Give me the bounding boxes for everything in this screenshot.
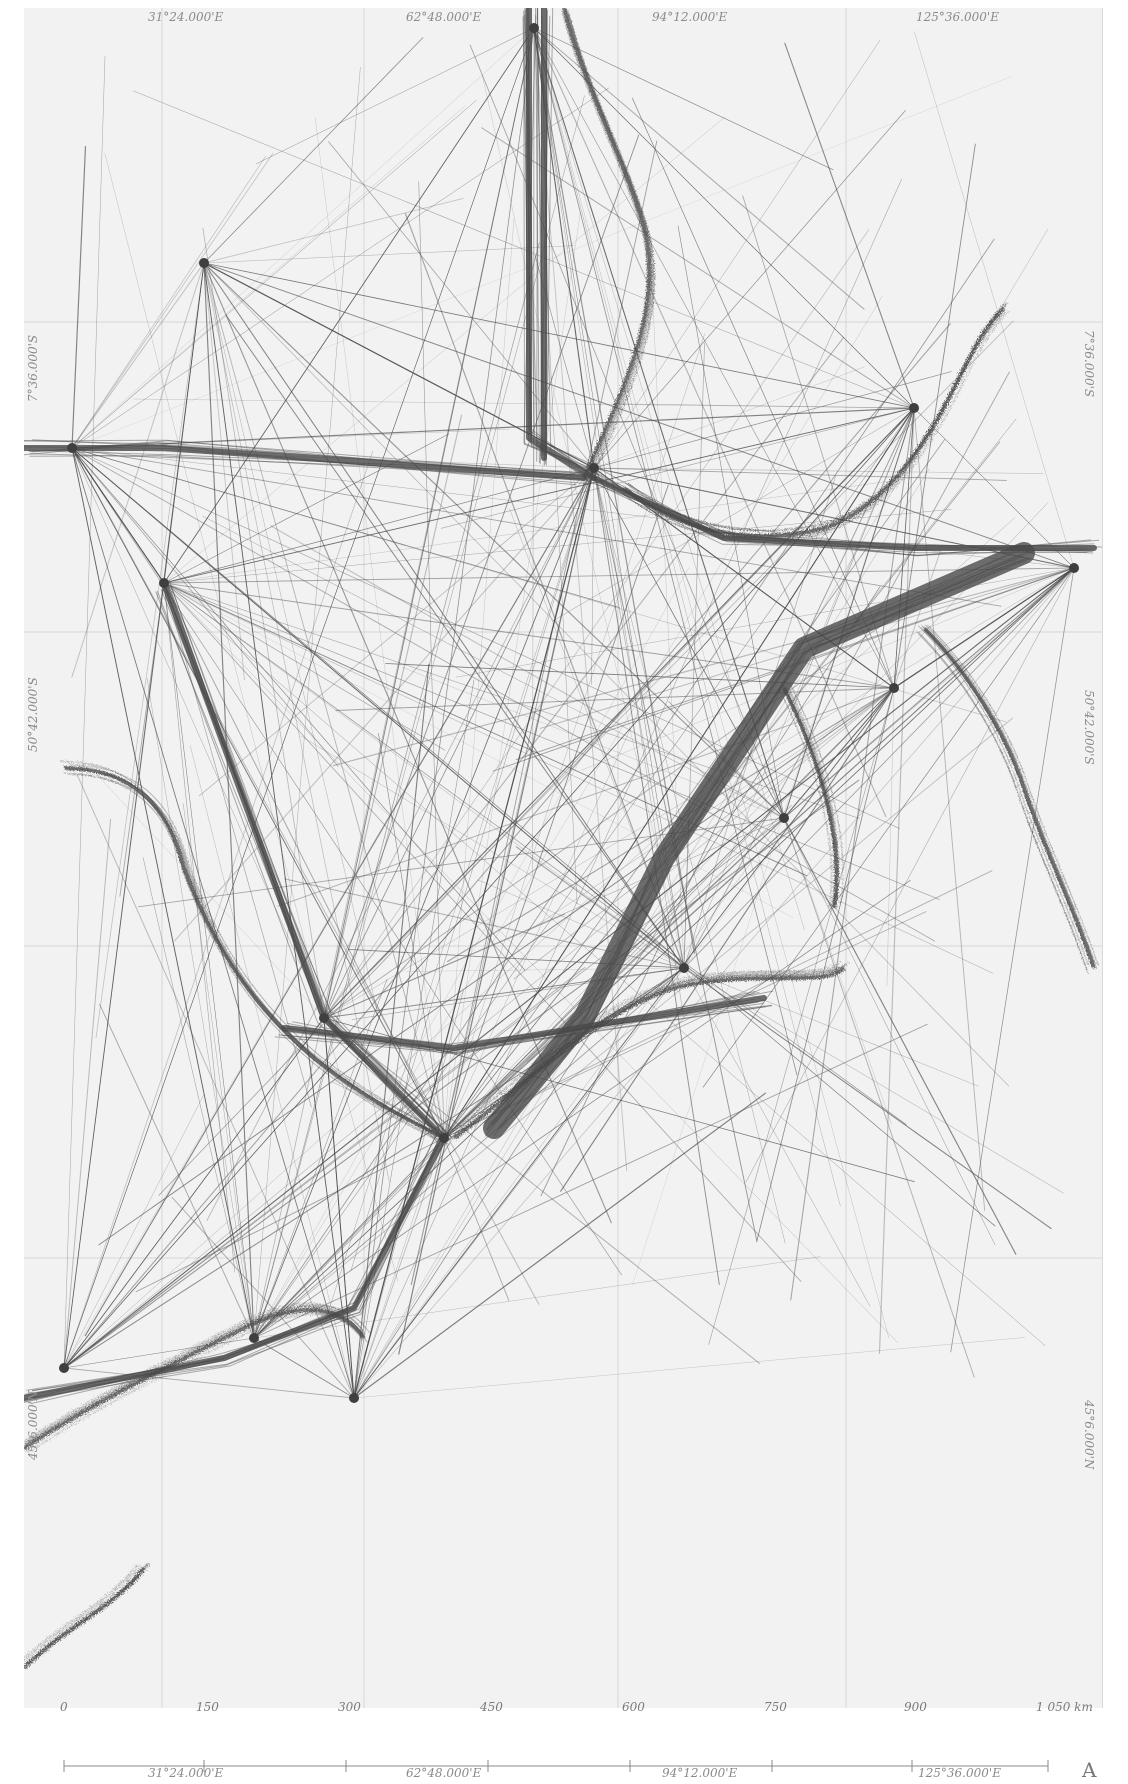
scale-tick-label: 600 (622, 1700, 645, 1714)
bottom-coord-label: 125°36.000'E (918, 1766, 1001, 1780)
shipping-tracks (24, 8, 1102, 1405)
top-coord-label: 31°24.000'E (148, 10, 224, 24)
scale-tick-label: 300 (338, 1700, 361, 1714)
top-coord-label: 94°12.000'E (652, 10, 728, 24)
corner-mark: A (1082, 1758, 1097, 1782)
scale-tick-label: 750 (764, 1700, 787, 1714)
vessel-density-map (24, 8, 1102, 1708)
bottom-coord-label: 62°48.000'E (406, 1766, 482, 1780)
bottom-coord-label: 94°12.000'E (662, 1766, 738, 1780)
scale-tick-label: 450 (480, 1700, 503, 1714)
bottom-coord-label: 31°24.000'E (148, 1766, 224, 1780)
scale-tick-label: 1 050 km (1036, 1700, 1093, 1714)
port-hubs (59, 23, 1079, 1403)
scale-tick-label: 150 (196, 1700, 219, 1714)
top-coord-label: 125°36.000'E (916, 10, 999, 24)
top-coord-label: 62°48.000'E (406, 10, 482, 24)
scale-tick-label: 900 (904, 1700, 927, 1714)
coastline-edges (24, 8, 1099, 1670)
map-canvas[interactable] (24, 8, 1103, 1708)
graticule (24, 8, 1102, 1708)
scale-tick-label: 0 (60, 1700, 68, 1714)
